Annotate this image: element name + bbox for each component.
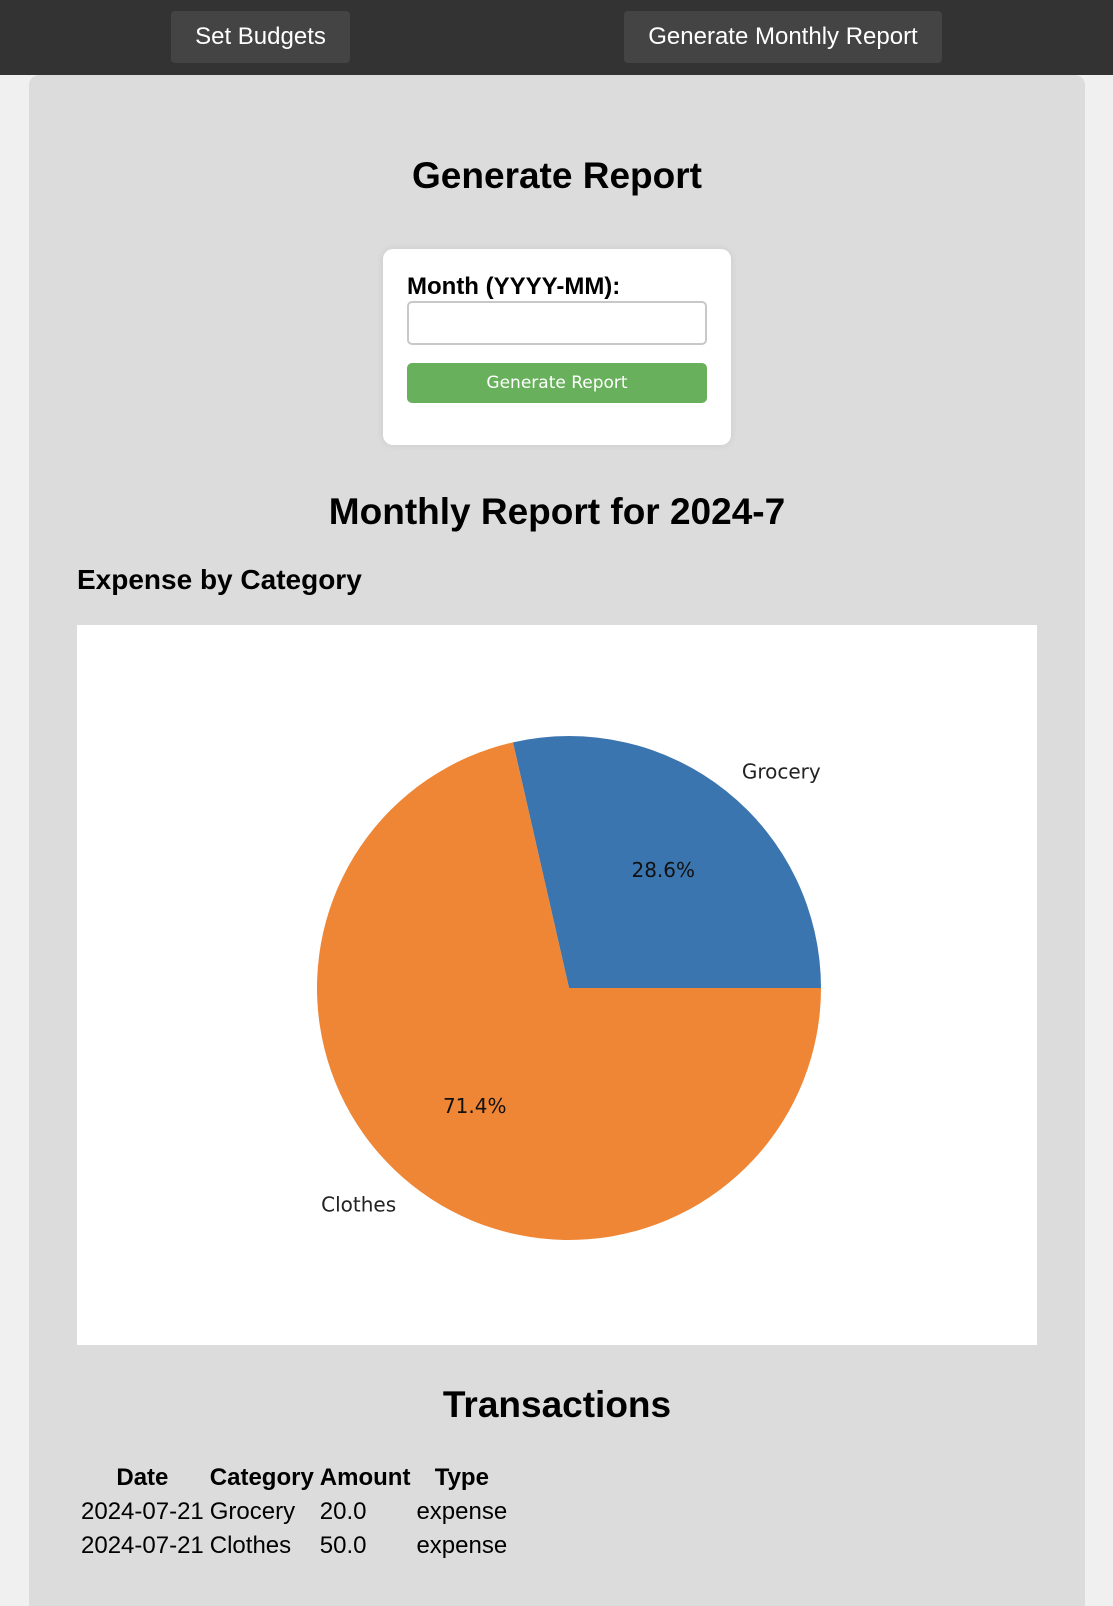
table-header-row: Date Category Amount Type bbox=[79, 1462, 509, 1494]
set-budgets-button[interactable]: Set Budgets bbox=[171, 11, 350, 63]
pie-category-label: Grocery bbox=[742, 759, 821, 783]
pie-percent-label: 71.4% bbox=[443, 1094, 507, 1118]
expense-pie-chart: Grocery 28.6% Clothes 71.4% bbox=[77, 625, 1037, 1345]
cell-amount: 50.0 bbox=[319, 1532, 367, 1559]
cell-type: expense bbox=[416, 1532, 508, 1559]
table-row: 2024-07-21 Clothes 50.0 expense bbox=[79, 1530, 509, 1562]
report-heading: Monthly Report for 2024-7 bbox=[328, 491, 786, 532]
column-header-category: Category bbox=[209, 1464, 314, 1491]
generate-monthly-report-button[interactable]: Generate Monthly Report bbox=[624, 11, 942, 63]
cell-date: 2024-07-21 bbox=[81, 1498, 204, 1525]
cell-type: expense bbox=[416, 1498, 508, 1525]
pie-chart-svg: Grocery 28.6% Clothes 71.4% bbox=[317, 736, 821, 1240]
main-content: Generate Report Month (YYYY-MM): Generat… bbox=[29, 75, 1085, 1606]
month-input[interactable] bbox=[407, 301, 707, 345]
cell-category: Clothes bbox=[209, 1532, 292, 1559]
transactions-table: Date Category Amount Type 2024-07-21 Gro… bbox=[77, 1460, 511, 1564]
transactions-heading: Transactions bbox=[442, 1384, 672, 1425]
pie-slice-clothes bbox=[317, 742, 821, 1240]
report-form: Month (YYYY-MM): Generate Report bbox=[383, 249, 731, 445]
cell-date: 2024-07-21 bbox=[81, 1532, 204, 1559]
column-header-date: Date bbox=[116, 1464, 169, 1491]
pie-percent-label: 28.6% bbox=[631, 858, 695, 882]
pie-category-label: Clothes bbox=[321, 1193, 396, 1217]
table-row: 2024-07-21 Grocery 20.0 expense bbox=[79, 1496, 509, 1528]
cell-category: Grocery bbox=[209, 1498, 296, 1525]
month-label: Month (YYYY-MM): bbox=[407, 273, 621, 300]
pie-slice-grocery bbox=[512, 736, 821, 988]
column-header-amount: Amount bbox=[319, 1464, 411, 1491]
chart-heading: Expense by Category bbox=[77, 564, 362, 595]
cell-amount: 20.0 bbox=[319, 1498, 367, 1525]
top-nav-bar: Set Budgets Generate Monthly Report bbox=[0, 0, 1113, 75]
generate-report-button[interactable]: Generate Report bbox=[407, 363, 707, 403]
page-title: Generate Report bbox=[412, 155, 702, 196]
column-header-type: Type bbox=[434, 1464, 489, 1491]
